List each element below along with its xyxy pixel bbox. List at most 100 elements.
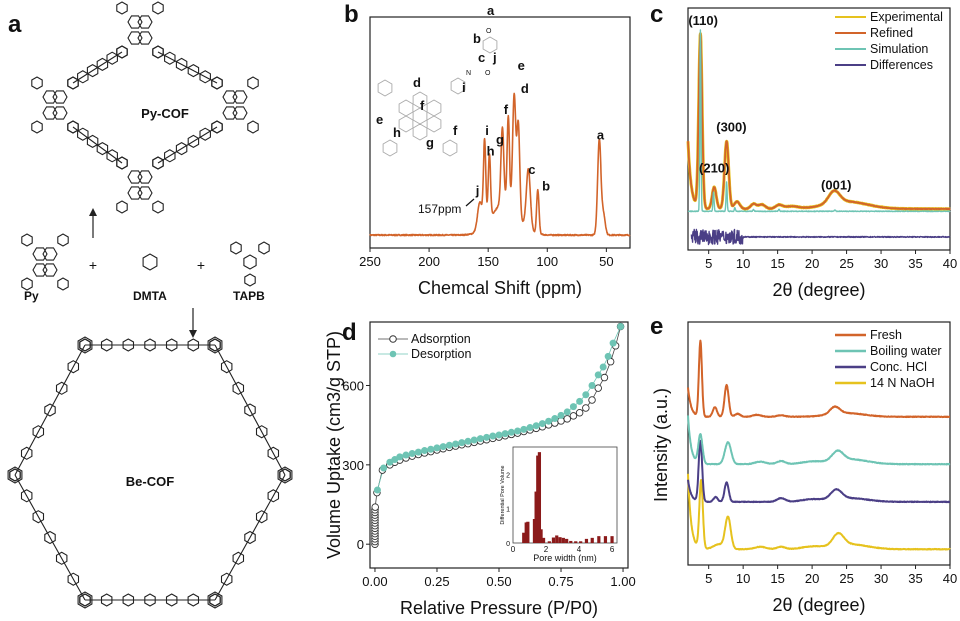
benzene-ring-icon xyxy=(116,45,128,59)
benzene-ring-icon xyxy=(211,120,223,134)
benzene-ring-icon xyxy=(31,120,43,134)
monomer-py-label: Py xyxy=(24,289,39,303)
benzene-ring-icon xyxy=(232,90,248,104)
structure-label: h xyxy=(393,125,401,140)
inset-bar xyxy=(526,521,530,543)
atom-label: N xyxy=(466,70,471,77)
benzene-ring-icon xyxy=(398,99,414,117)
legend-label: Fresh xyxy=(870,328,902,342)
x-axis-label: 2θ (degree) xyxy=(772,595,865,615)
inset-bar xyxy=(537,452,542,543)
benzene-ring-icon xyxy=(232,106,248,120)
desorption-point xyxy=(588,381,596,389)
benzene-ring-icon xyxy=(67,572,80,586)
inset-y-tick-label: 1 xyxy=(506,507,510,514)
x-tick-label: 0.50 xyxy=(486,574,511,589)
desorption-point xyxy=(545,417,553,425)
x-tick-label: 30 xyxy=(874,256,888,271)
x-tick-label: 0.75 xyxy=(548,574,573,589)
desorption-point xyxy=(507,428,515,436)
benzene-ring-icon xyxy=(450,77,466,95)
inset-bar xyxy=(524,522,528,543)
peak-label: g xyxy=(496,132,504,147)
plus-sign: + xyxy=(197,257,205,273)
x-tick-label: 10 xyxy=(736,256,750,271)
benzene-ring-icon xyxy=(122,593,135,607)
be-cof-label: Be-COF xyxy=(126,474,174,489)
benzene-ring-icon xyxy=(127,15,143,29)
benzene-ring-icon xyxy=(42,106,58,120)
plot-frame xyxy=(687,7,951,251)
benzene-ring-icon xyxy=(21,277,33,291)
monomer-tapb-label: TAPB xyxy=(233,289,265,303)
inset-x-tick-label: 6 xyxy=(610,545,615,554)
desorption-point xyxy=(470,436,478,444)
series-line-14-n-naoh xyxy=(687,473,951,551)
panel-label-c: c xyxy=(650,1,663,28)
benzene-ring-icon xyxy=(122,338,135,352)
benzene-ring-icon xyxy=(207,591,223,609)
x-tick-label: 50 xyxy=(599,254,613,269)
structure-label: a xyxy=(487,3,495,18)
inset-bar xyxy=(551,537,556,543)
inset-bar xyxy=(541,537,546,543)
desorption-point xyxy=(532,422,540,430)
series-line-boiling-water xyxy=(687,415,951,466)
benzene-ring-icon xyxy=(398,115,414,133)
benzene-ring-icon xyxy=(32,263,48,277)
benzene-ring-icon xyxy=(79,338,91,352)
linker-bond xyxy=(72,51,123,84)
benzene-ring-icon xyxy=(220,360,233,374)
adsorption-point xyxy=(563,415,571,423)
inset-bar xyxy=(610,536,614,543)
desorption-point xyxy=(520,425,528,433)
benzene-ring-icon xyxy=(32,247,48,261)
x-tick-label: 20 xyxy=(805,571,819,586)
x-tick-label: 5 xyxy=(705,571,712,586)
benzene-ring-icon xyxy=(42,263,58,277)
benzene-ring-icon xyxy=(187,338,200,352)
benzene-ring-icon xyxy=(244,403,256,417)
desorption-point xyxy=(514,427,522,435)
benzene-ring-icon xyxy=(67,76,79,90)
benzene-ring-icon xyxy=(209,593,221,607)
x-axis-label: Chemcal Shift (ppm) xyxy=(418,278,582,298)
monomer-dmta-label: DMTA xyxy=(133,289,167,303)
inset-y-tick-label: 0 xyxy=(506,541,510,548)
benzene-ring-icon xyxy=(267,489,280,503)
benzene-ring-icon xyxy=(79,593,91,607)
legend-label: Adsorption xyxy=(411,332,471,346)
desorption-point xyxy=(551,415,559,423)
peak-label: b xyxy=(542,178,550,193)
benzene-ring-icon xyxy=(100,338,113,352)
desorption-point xyxy=(563,408,571,416)
series-line-differences xyxy=(690,228,951,246)
legend-label: Desorption xyxy=(411,347,471,361)
linker-bond xyxy=(157,126,218,164)
benzene-ring-icon xyxy=(211,76,223,90)
desorption-point xyxy=(617,322,625,330)
adsorption-point xyxy=(575,408,584,417)
y-tick-label: 300 xyxy=(342,458,364,473)
inset-bar xyxy=(558,537,562,543)
x-axis-label: 2θ (degree) xyxy=(772,280,865,300)
structure-label: f xyxy=(420,98,425,113)
desorption-point xyxy=(458,439,466,447)
benzene-ring-icon xyxy=(426,115,442,133)
benzene-ring-icon xyxy=(277,466,293,484)
desorption-point xyxy=(604,352,612,360)
desorption-point xyxy=(464,437,472,445)
benzene-ring-icon xyxy=(255,425,268,439)
desorption-point xyxy=(476,435,484,443)
arrow-up-icon xyxy=(89,208,97,238)
benzene-ring-icon xyxy=(127,170,143,184)
benzene-ring-icon xyxy=(116,200,128,214)
benzene-ring-icon xyxy=(127,186,143,200)
peak-label: j xyxy=(475,183,480,198)
benzene-ring-icon xyxy=(52,90,68,104)
benzene-ring-icon xyxy=(152,45,164,59)
plot-frame xyxy=(687,321,951,566)
chemical-structures xyxy=(7,1,293,609)
inset-bar xyxy=(565,538,569,543)
